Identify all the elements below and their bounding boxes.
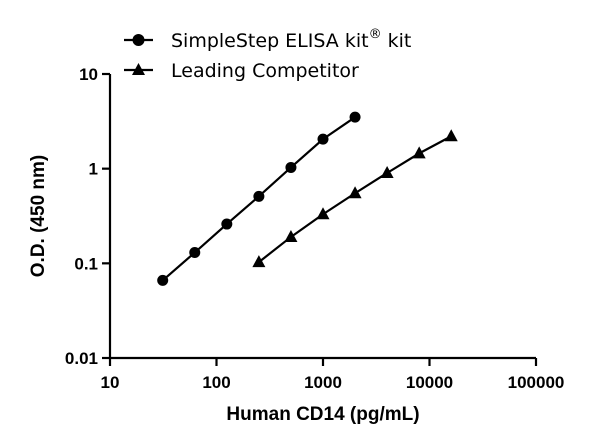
y-tick-label: 1 xyxy=(89,160,98,179)
svg-text:SimpleStep ELISA kit® kit: SimpleStep ELISA kit® kit xyxy=(171,27,411,52)
data-point-competitor xyxy=(252,255,266,268)
data-point-simplestep xyxy=(253,190,265,202)
legend-item-competitor: Leading Competitor xyxy=(124,60,359,82)
legend-label-simplestep: SimpleStep ELISA kit xyxy=(171,30,369,52)
data-point-simplestep xyxy=(157,274,169,286)
x-axis-ticks: 10 100 1000 10000 100000 xyxy=(101,358,565,392)
data-point-competitor xyxy=(444,129,458,142)
legend: SimpleStep ELISA kit® kit Leading Compet… xyxy=(124,27,411,82)
x-tick-label: 10000 xyxy=(406,373,453,392)
data-point-competitor xyxy=(348,186,362,199)
y-axis-ticks: 0.01 0.1 1 10 xyxy=(65,65,110,368)
data-point-competitor xyxy=(316,207,330,220)
data-point-simplestep xyxy=(349,111,361,123)
data-point-simplestep xyxy=(221,218,233,230)
data-point-competitor xyxy=(284,229,298,242)
x-tick-label: 100000 xyxy=(508,373,565,392)
data-point-simplestep xyxy=(285,161,297,173)
legend-item-simplestep: SimpleStep ELISA kit® kit xyxy=(124,27,411,52)
x-tick-label: 10 xyxy=(101,373,120,392)
y-axis-title: O.D. (450 nm) xyxy=(28,155,49,277)
series-layer xyxy=(157,111,458,286)
legend-label-competitor: Leading Competitor xyxy=(171,60,359,82)
y-tick-label: 10 xyxy=(79,65,98,84)
y-tick-label: 0.1 xyxy=(74,254,98,273)
data-point-simplestep xyxy=(317,133,329,145)
legend-marker-circle xyxy=(132,34,145,46)
data-point-competitor xyxy=(380,165,394,178)
y-tick-label: 0.01 xyxy=(65,349,98,368)
x-tick-label: 1000 xyxy=(304,373,342,392)
x-axis-title: Human CD14 (pg/mL) xyxy=(226,404,419,425)
data-point-competitor xyxy=(412,146,426,159)
x-tick-label: 100 xyxy=(202,373,230,392)
legend-marker-triangle xyxy=(132,63,145,75)
legend-label-kit-suffix: kit xyxy=(382,30,412,52)
registered-mark: ® xyxy=(369,27,382,42)
data-point-simplestep xyxy=(189,247,201,259)
